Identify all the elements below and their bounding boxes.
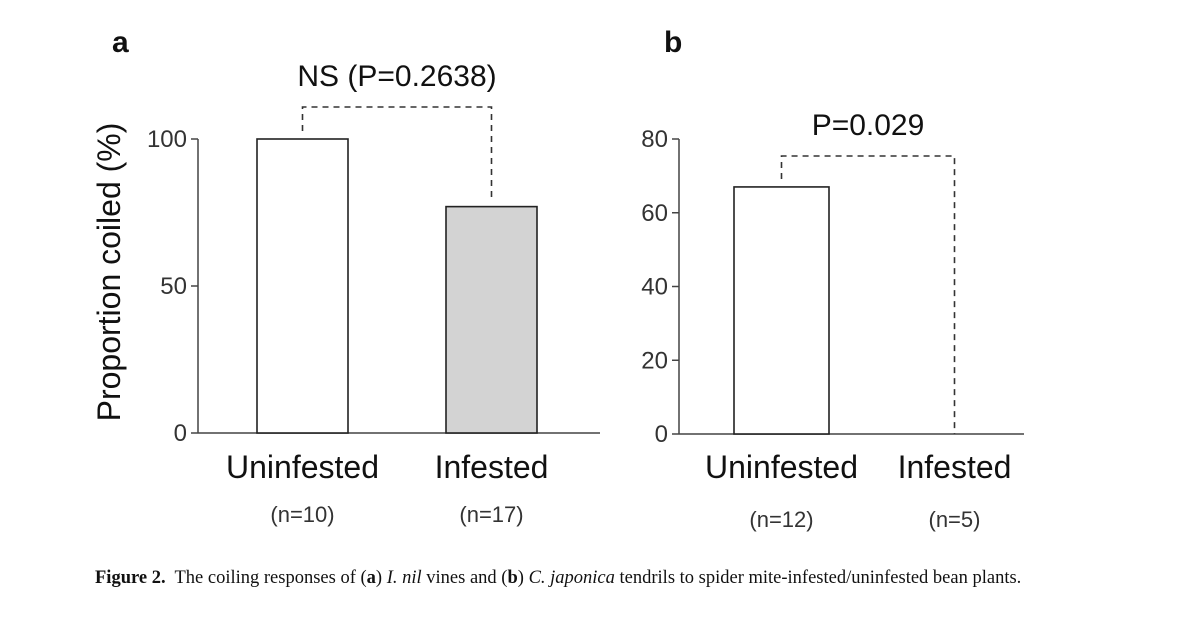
x-category-label: Uninfested (705, 449, 858, 485)
x-sample-size-label: (n=5) (929, 507, 981, 532)
y-tick-label: 80 (641, 126, 668, 153)
caption-species-a: I. nil (386, 568, 422, 588)
y-tick-label: 50 (160, 273, 187, 300)
panel-a-letter: a (112, 26, 129, 59)
caption-a-letter: a (366, 568, 376, 588)
significance-annotation: NS (P=0.2638) (297, 60, 496, 93)
caption-text: ) (517, 568, 529, 588)
panel-b: b 0 20 40 60 80 Uninfested (n=12) Infested (n=5… (641, 26, 1024, 532)
significance-bracket (780, 155, 956, 434)
bar (256, 138, 349, 434)
caption-b-letter: b (507, 568, 518, 588)
caption-label: Figure 2. (95, 568, 166, 588)
y-tick-label: 0 (174, 420, 187, 447)
caption-text: The coiling responses of ( (174, 568, 367, 588)
x-sample-size-label: (n=12) (749, 507, 813, 532)
x-category-label: Uninfested (226, 449, 379, 485)
significance-annotation: P=0.029 (812, 109, 925, 142)
bar (445, 205, 538, 434)
y-tick-label: 60 (641, 200, 668, 227)
figure-caption: Figure 2. The coiling responses of (a) I… (95, 566, 1155, 590)
caption-text: vines and ( (421, 568, 508, 588)
panel-a: a Proportion coiled (%) 0 50 100 Uninfeste… (91, 26, 600, 527)
x-sample-size-label: (n=17) (459, 502, 523, 527)
y-tick-label: 40 (641, 274, 668, 301)
y-axis-label: Proportion coiled (%) (91, 123, 127, 422)
x-sample-size-label: (n=10) (270, 502, 334, 527)
figure-canvas: a Proportion coiled (%) 0 50 100 Uninfeste… (91, 26, 1024, 532)
panel-b-letter: b (664, 26, 682, 59)
significance-bracket (301, 106, 493, 199)
y-tick-label: 0 (655, 421, 668, 448)
bar (733, 186, 830, 435)
caption-text: ) (375, 568, 387, 588)
caption-species-b: C. japonica (528, 568, 615, 588)
caption-text: tendrils to spider mite-infested/uninfes… (614, 568, 1022, 588)
x-category-label: Infested (435, 449, 549, 485)
y-tick-label: 100 (147, 126, 187, 153)
y-tick-label: 20 (641, 347, 668, 374)
x-category-label: Infested (898, 449, 1012, 485)
